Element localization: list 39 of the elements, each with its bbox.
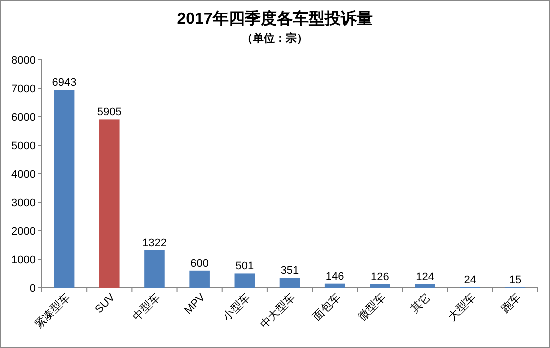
- data-label: 124: [416, 271, 434, 284]
- data-label: 15: [509, 274, 522, 287]
- x-tick-label: 中大型车: [258, 290, 298, 332]
- bar: [190, 270, 210, 288]
- bar: [324, 284, 346, 288]
- x-tick-label: 中型车: [130, 290, 163, 324]
- chart-title: 2017年四季度各车型投诉量: [177, 9, 373, 28]
- x-tick-label: 面包车: [310, 290, 344, 324]
- data-label: 351: [280, 264, 300, 277]
- data-label: 600: [190, 258, 209, 270]
- y-tick-label: 2000: [12, 226, 36, 238]
- chart-subtitle: （单位：宗）: [242, 32, 308, 45]
- y-tick-label: 1000: [12, 254, 36, 266]
- data-label: 146: [326, 270, 344, 283]
- bar: [234, 274, 256, 288]
- data-label: 1322: [142, 237, 167, 250]
- bar: [144, 250, 165, 288]
- y-tick-label: 3000: [12, 198, 36, 210]
- data-label: 6943: [52, 77, 77, 90]
- x-tick-label: 大型车: [446, 290, 478, 324]
- data-label: 501: [236, 260, 254, 273]
- bar: [370, 284, 390, 288]
- x-tick-label: 跑车: [498, 290, 524, 316]
- x-tick-label: 其它: [408, 290, 434, 316]
- bar: [54, 90, 75, 288]
- x-tick-label: 小型车: [220, 290, 254, 324]
- y-tick-label: 6000: [12, 112, 36, 124]
- y-tick-label: 7000: [12, 84, 36, 96]
- bar: [415, 284, 436, 288]
- x-tick-label: 微型车: [356, 290, 388, 324]
- bar: [99, 120, 120, 288]
- data-label: 5905: [97, 106, 122, 119]
- bar: [280, 278, 300, 288]
- y-tick-label: 5000: [12, 140, 36, 152]
- data-label: 126: [371, 271, 390, 284]
- y-tick-label: 0: [30, 283, 36, 295]
- y-tick-label: 8000: [12, 55, 36, 67]
- data-label: 24: [464, 274, 476, 286]
- y-tick-label: 4000: [12, 169, 36, 181]
